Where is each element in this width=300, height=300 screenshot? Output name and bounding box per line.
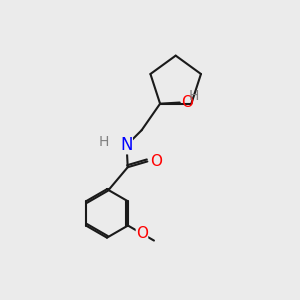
Text: H: H <box>188 89 199 103</box>
Text: O: O <box>181 95 193 110</box>
Text: N: N <box>120 136 133 154</box>
Text: O: O <box>150 154 162 169</box>
Text: O: O <box>136 226 148 241</box>
Text: H: H <box>99 136 109 149</box>
